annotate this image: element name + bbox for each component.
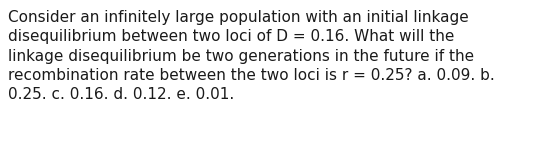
Text: Consider an infinitely large population with an initial linkage
disequilibrium b: Consider an infinitely large population … (8, 10, 495, 102)
